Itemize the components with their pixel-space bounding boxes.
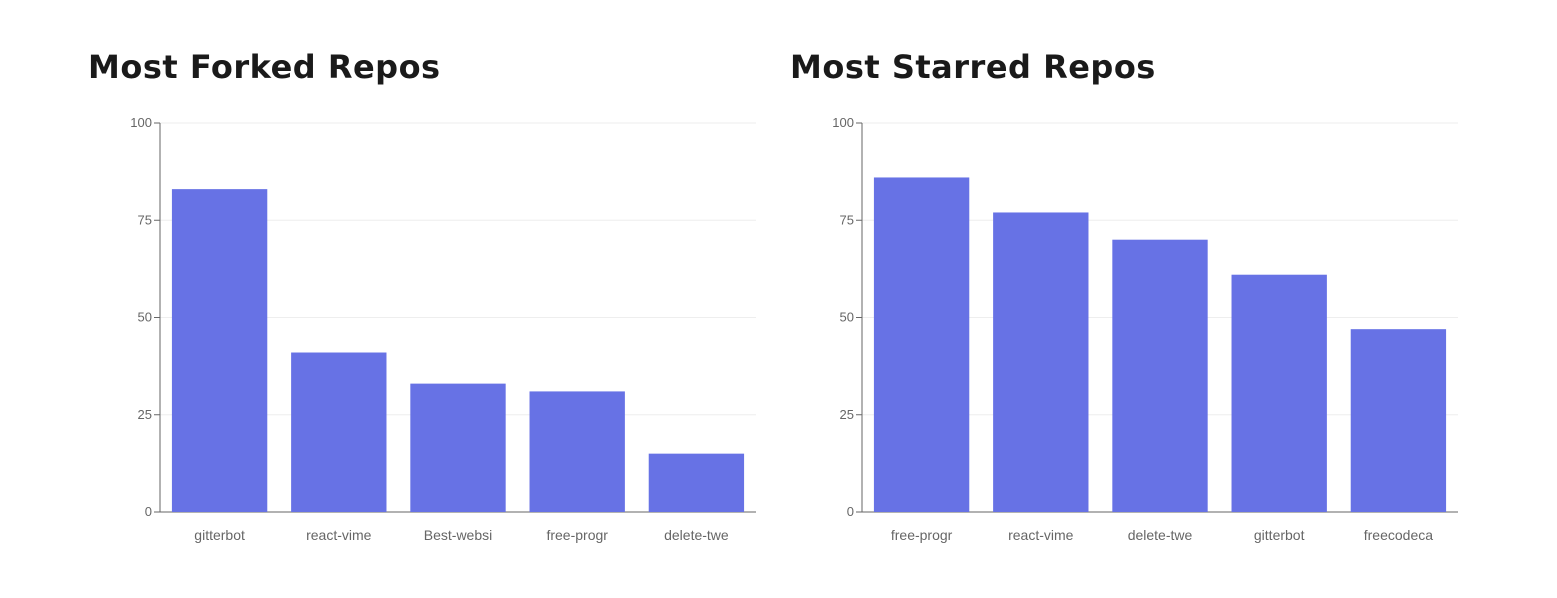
y-tick-label: 50 — [138, 310, 152, 325]
most-forked-chart: 0 25 50 75 100 gitterbot react-vime Best-websi f… — [130, 115, 756, 543]
bar — [529, 391, 625, 512]
most-starred-panel: Most Starred Repos 0 25 50 75 100 free-progr r… — [790, 0, 1490, 598]
most-forked-panel: Most Forked Repos 0 25 50 75 100 gitterbot rea… — [88, 0, 788, 598]
most-starred-title: Most Starred Repos — [790, 48, 1156, 86]
bar — [410, 383, 506, 512]
x-tick-label: react-vime — [1008, 527, 1074, 543]
x-tick-label: freecodeca — [1364, 527, 1433, 543]
y-tick-label: 25 — [138, 407, 152, 422]
y-tick-label: 100 — [130, 115, 152, 130]
bar — [993, 212, 1089, 512]
y-tick-label: 75 — [138, 212, 152, 227]
most-starred-chart: 0 25 50 75 100 free-progr react-vime delete-twe… — [832, 115, 1458, 543]
bar — [291, 352, 387, 512]
bar — [171, 189, 268, 512]
bar — [648, 453, 745, 512]
bar — [1231, 274, 1327, 512]
bar — [873, 177, 970, 512]
most-forked-title: Most Forked Repos — [88, 48, 441, 86]
x-tick-label: delete-twe — [1128, 527, 1193, 543]
x-tick-label: gitterbot — [1254, 527, 1305, 543]
y-tick-label: 75 — [840, 212, 854, 227]
y-tick-label: 100 — [832, 115, 854, 130]
x-tick-label: free-progr — [546, 527, 608, 543]
bar — [1112, 239, 1208, 512]
y-tick-label: 0 — [145, 504, 152, 519]
y-tick-label: 50 — [840, 310, 854, 325]
x-tick-label: delete-twe — [664, 527, 729, 543]
x-tick-label: react-vime — [306, 527, 372, 543]
x-tick-label: free-progr — [891, 527, 953, 543]
x-tick-label: Best-websi — [424, 527, 492, 543]
y-tick-label: 25 — [840, 407, 854, 422]
bar — [1350, 329, 1447, 512]
x-tick-label: gitterbot — [194, 527, 245, 543]
y-tick-label: 0 — [847, 504, 854, 519]
